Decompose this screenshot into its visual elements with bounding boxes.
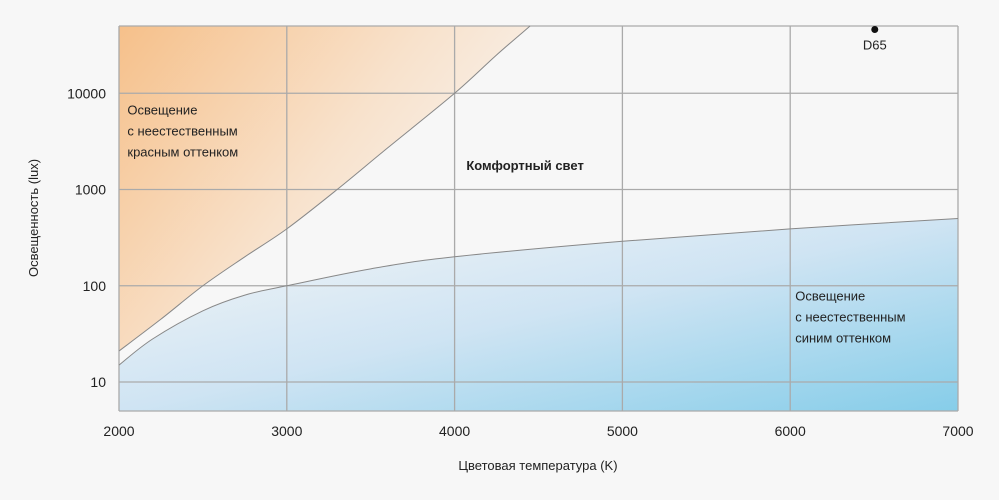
y-tick-label: 10000 (67, 85, 106, 101)
y-tick-label: 10 (90, 374, 106, 390)
label-line: синим оттенком (795, 331, 891, 346)
label-line: с неестественным (127, 124, 237, 139)
red-tint-region (119, 26, 531, 352)
d65-label: D65 (863, 37, 887, 52)
red-tint-region-label: Освещение с неестественным красным оттенко… (127, 103, 238, 160)
y-tick-label: 100 (83, 278, 107, 294)
y-axis-label: Освещенность (lux) (26, 159, 41, 277)
d65-point (871, 25, 879, 33)
comfort-region-label: Комфортный свет (466, 158, 583, 173)
label-line: красным оттенком (127, 145, 238, 160)
upper-boundary-line (118, 25, 531, 352)
label-line: Освещение (127, 103, 197, 118)
x-tick-label: 7000 (942, 423, 973, 439)
blue-tint-region-label: Освещение с неестественным синим оттенком (795, 289, 905, 346)
label-line: с неестественным (795, 310, 905, 325)
label-line: Освещение (795, 289, 865, 304)
blue-tint-region (119, 218, 958, 411)
x-tick-label: 3000 (271, 423, 302, 439)
label-line: Комфортный свет (466, 158, 583, 173)
y-tick-label: 1000 (75, 182, 106, 198)
x-tick-label: 5000 (607, 423, 638, 439)
x-axis-label: Цветовая температура (K) (458, 458, 617, 473)
lower-boundary-line (118, 218, 959, 366)
x-tick-label: 2000 (103, 423, 134, 439)
x-tick-label: 6000 (775, 423, 806, 439)
x-tick-label: 4000 (439, 423, 470, 439)
